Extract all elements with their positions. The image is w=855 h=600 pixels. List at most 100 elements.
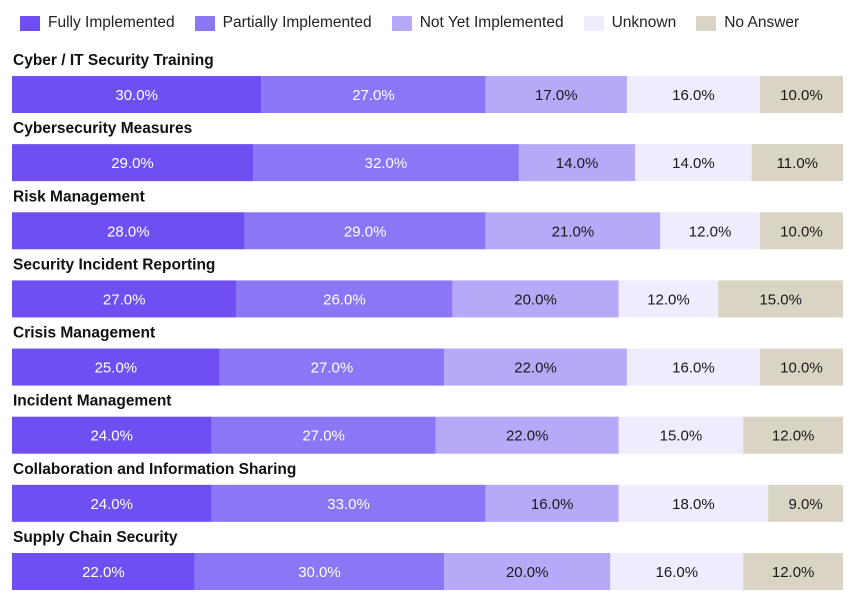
data-label: 30.0% [115,87,158,104]
legend-label: No Answer [724,14,800,31]
bar-segment [12,416,212,454]
legend-item: Unknown [583,14,677,32]
legend-label: Partially Implemented [222,14,372,31]
bar-segment [743,416,843,454]
legend-swatch [391,15,412,31]
bar-segment [618,280,719,318]
data-label: 9.0% [789,496,823,513]
category-label: Cybersecurity Measures [13,120,192,137]
data-label: 30.0% [298,564,341,581]
data-label: 12.0% [772,428,815,445]
bar-segment [635,144,752,182]
bar-segment [12,552,195,590]
chart-legend: Fully Implemented Partially Implemented No… [20,12,819,34]
bar-segment [718,280,843,318]
data-label: 15.0% [660,428,703,445]
data-label: 20.0% [506,564,549,581]
bar-segment [444,552,611,590]
bar-segment [759,348,843,386]
data-label: 10.0% [780,223,823,240]
legend-item: Partially Implemented [194,14,372,32]
data-label: 33.0% [327,496,370,513]
bar-segment [618,484,769,522]
legend-swatch [583,15,604,31]
bar-segment [452,280,619,318]
bar-segment [618,416,744,454]
bar-segment [751,144,843,182]
data-label: 29.0% [344,223,387,240]
bar-segment [485,76,627,113]
bar-segment [743,552,843,590]
category-label: Collaboration and Information Sharing [13,461,296,478]
data-label: 32.0% [365,155,408,172]
bar-segment [759,76,843,113]
data-label: 20.0% [514,291,557,308]
category-label: Crisis Management [13,325,155,342]
bar-segment [768,484,843,522]
bar-segment [236,280,453,318]
data-label: 10.0% [780,360,823,377]
legend-item: Fully Implemented [20,14,175,32]
data-label: 24.0% [90,428,133,445]
bar-segment [261,76,486,113]
data-label: 21.0% [552,223,595,240]
legend-item: Not Yet Implemented [391,14,564,32]
bar-segment [252,144,519,182]
bar-segment [219,348,445,386]
bar-segment [518,144,636,182]
data-label: 29.0% [111,155,154,172]
bar-segment [485,212,661,250]
data-label: 14.0% [672,155,715,172]
data-label: 12.0% [772,564,815,581]
bar-segment [211,484,486,522]
legend-label: Not Yet Implemented [419,14,564,31]
data-label: 22.0% [514,360,557,377]
bar-segment [12,144,253,182]
data-label: 22.0% [82,564,125,581]
data-label: 25.0% [95,360,138,377]
data-label: 27.0% [103,291,146,308]
bar-segment [211,416,436,454]
bar-segment [12,212,245,250]
data-label: 22.0% [506,428,549,445]
data-label: 16.0% [531,496,574,513]
data-label: 10.0% [780,87,823,104]
bar-segment [444,348,627,386]
data-label: 24.0% [90,496,133,513]
data-label: 26.0% [323,291,366,308]
category-label: Supply Chain Security [13,529,178,546]
category-label: Incident Management [13,393,171,410]
data-label: 14.0% [556,155,599,172]
data-label: 27.0% [302,428,345,445]
bar-segment [660,212,760,250]
bar-segment [626,348,760,386]
legend-swatch [696,15,717,31]
legend-label: Fully Implemented [48,14,175,31]
data-label: 17.0% [535,87,578,104]
data-label: 12.0% [647,291,690,308]
bar-segment [435,416,619,454]
data-label: 28.0% [107,223,150,240]
bar-segment [12,280,237,318]
bar-segment [626,76,760,113]
data-label: 18.0% [672,496,715,513]
legend-item: No Answer [696,14,799,32]
bar-segment [12,484,212,522]
bar-segment [244,212,486,250]
category-label: Cyber / IT Security Training [13,52,214,69]
bar-segment [759,212,843,250]
legend-label: Unknown [611,14,677,31]
data-label: 16.0% [672,87,715,104]
data-label: 27.0% [352,87,395,104]
bar-segment [610,552,744,590]
data-label: 12.0% [689,223,732,240]
data-label: 16.0% [672,360,715,377]
legend-swatch [194,15,215,31]
category-label: Risk Management [13,188,145,205]
data-label: 16.0% [656,564,699,581]
category-label: Security Incident Reporting [13,256,215,273]
data-label: 11.0% [777,155,818,172]
bar-segment [12,76,262,113]
data-label: 27.0% [311,360,354,377]
